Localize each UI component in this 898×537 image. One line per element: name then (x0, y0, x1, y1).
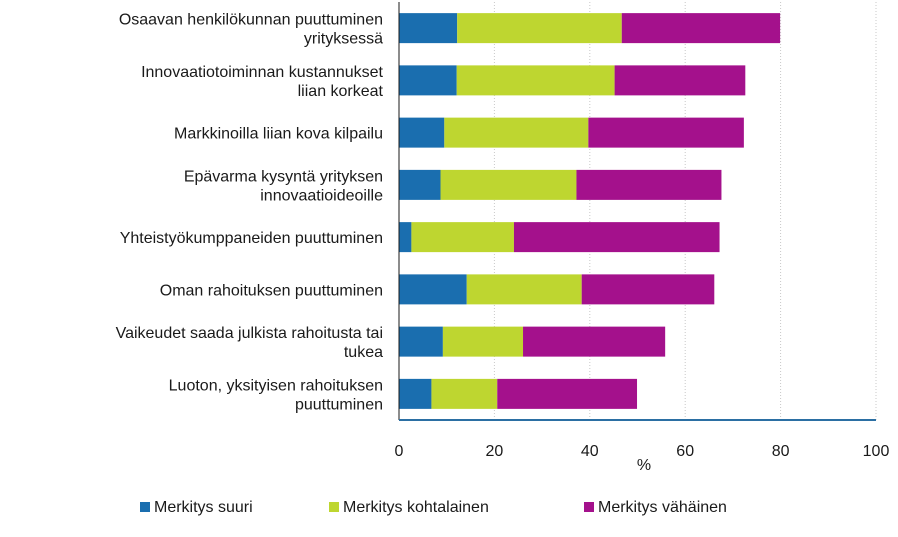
bar-2-series-3 (614, 65, 746, 96)
bar-1-series-3 (621, 13, 781, 44)
category-label-line: Luoton, yksityisen rahoituksen (169, 377, 383, 394)
category-label-line: yrityksessä (304, 31, 383, 48)
bar-8-series-1 (399, 378, 432, 409)
bar-6-series-3 (581, 274, 715, 305)
category-labels: Osaavan henkilökunnan puuttuminen yrityks… (116, 12, 384, 414)
category-label-2: Innovaatiotoiminnan kustannukset liian ko… (141, 64, 383, 100)
bar-2-series-1 (399, 65, 457, 96)
bar-1-series-2 (457, 13, 622, 44)
category-label-line: Yhteistyökumppaneiden puuttuminen (120, 230, 383, 247)
bar-5-series-2 (411, 222, 514, 253)
category-label-line: Oman rahoituksen puuttuminen (160, 282, 383, 299)
bar-4-series-3 (576, 169, 722, 200)
category-label-line: liian korkeat (298, 83, 384, 100)
x-axis-unit-label: % (637, 457, 651, 474)
bar-3-series-2 (444, 117, 589, 148)
category-label-4: Epävarma kysyntä yrityksen innovaatioideo… (184, 168, 383, 204)
bar-5-series-3 (513, 222, 720, 253)
category-label-line: Osaavan henkilökunnan puuttuminen (119, 12, 383, 29)
bar-3-series-1 (399, 117, 445, 148)
x-tick-label-20: 20 (486, 443, 504, 460)
tick-labels: 0 20 40 60 80 100 (395, 443, 890, 460)
category-label-line: tukea (344, 344, 383, 361)
category-label-8: Luoton, yksityisen rahoituksen puuttumine… (169, 377, 383, 413)
x-tick-label-100: 100 (863, 443, 890, 460)
category-label-line: Innovaatiotoiminnan kustannukset (141, 64, 383, 81)
category-label-1: Osaavan henkilökunnan puuttuminen yrityks… (119, 12, 383, 48)
category-label-line: innovaatioideoille (260, 187, 383, 204)
category-label-line: Epävarma kysyntä yrityksen (184, 168, 383, 185)
bar-4-series-2 (440, 169, 577, 200)
category-label-line: puuttuminen (295, 396, 383, 413)
x-tick-label-60: 60 (676, 443, 694, 460)
category-label-line: Vaikeudet saada julkista rahoitusta tai (116, 325, 383, 342)
bar-7-series-2 (442, 326, 524, 357)
bar-1-series-1 (399, 13, 458, 44)
legend-swatch-3 (584, 502, 594, 512)
category-label-3: Markkinoilla liian kova kilpailu (174, 126, 383, 143)
category-label-6: Oman rahoituksen puuttuminen (160, 282, 383, 299)
legend-label-2: Merkitys kohtalainen (343, 499, 489, 516)
bar-4-series-1 (399, 169, 441, 200)
x-tick-label-80: 80 (772, 443, 790, 460)
bar-2-series-2 (456, 65, 615, 96)
axes (398, 2, 876, 421)
bar-8-series-2 (431, 378, 498, 409)
x-tick-label-40: 40 (581, 443, 599, 460)
bar-7-series-3 (523, 326, 666, 357)
bar-6-series-1 (399, 274, 467, 305)
bar-8-series-3 (497, 378, 638, 409)
legend-label-1: Merkitys suuri (154, 499, 253, 516)
category-label-7: Vaikeudet saada julkista rahoitusta tai t… (116, 325, 384, 361)
category-label-line: Markkinoilla liian kova kilpailu (174, 126, 383, 143)
bars (399, 13, 781, 409)
gridlines (493, 2, 877, 420)
legend-swatch-2 (329, 502, 339, 512)
bar-7-series-1 (399, 326, 443, 357)
legend-swatch-1 (140, 502, 150, 512)
legend: Merkitys suuri Merkitys kohtalainen Merkit… (140, 499, 727, 516)
legend-label-3: Merkitys vähäinen (598, 499, 727, 516)
bar-6-series-2 (466, 274, 582, 305)
category-label-5: Yhteistyökumppaneiden puuttuminen (120, 230, 383, 247)
bar-5-series-1 (399, 222, 412, 253)
bar-3-series-3 (588, 117, 744, 148)
x-tick-label-0: 0 (395, 443, 404, 460)
